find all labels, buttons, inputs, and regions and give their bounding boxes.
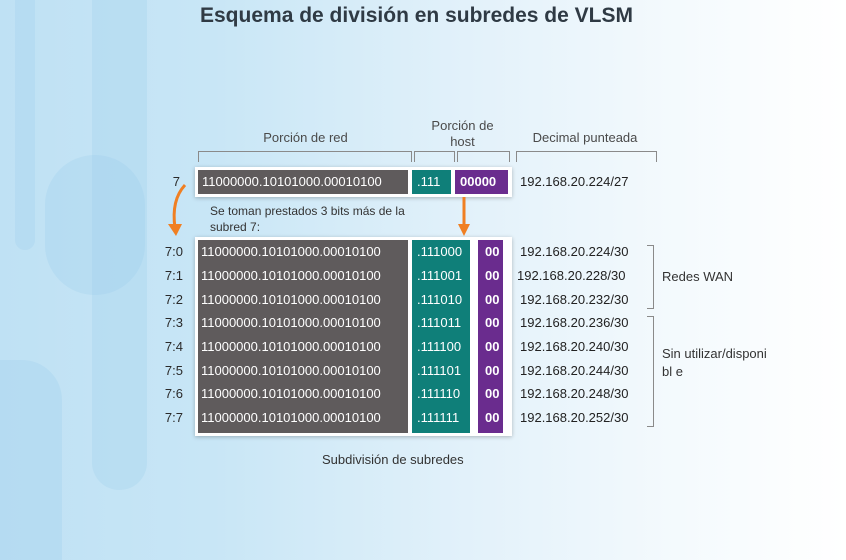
subnet-label: 7:0 [164, 244, 183, 259]
subnet-bits: 00 [485, 292, 500, 307]
original-dotted-decimal: 192.168.20.224/27 [520, 174, 629, 189]
bracket-decimal [516, 151, 657, 162]
subnet-host-bits: .111100 [417, 339, 462, 354]
subnet-host-bits: .111011 [417, 315, 462, 330]
subnet-bits: 00 [485, 268, 500, 283]
subnet-dotted-decimal: 192.168.20.248/30 [520, 386, 629, 401]
subnet-dotted-decimal: 192.168.20.232/30 [520, 292, 629, 307]
bracket-host [414, 151, 455, 162]
subnet-label: 7:2 [164, 292, 183, 307]
group-label-wan: Redes WAN [662, 269, 734, 284]
original-network-bits: 11000000.10101000.00010100 [198, 170, 408, 194]
subnet-bits: 00 [485, 410, 500, 425]
subnet-network-bits: 11000000.10101000.00010100 [201, 315, 381, 330]
subnet-bits: 00 [485, 386, 500, 401]
original-subnet-label: 7 [172, 174, 180, 189]
bracket-unused [647, 316, 654, 427]
subnet-host-bits: .111010 [417, 292, 463, 307]
subnet-label: 7:1 [164, 268, 183, 283]
borrow-bits-note: Se toman prestados 3 bits más de la subr… [210, 204, 405, 234]
group-label-unused: Sin utilizar/disponibl e [662, 346, 767, 379]
subnet-dotted-decimal: 192.168.20.240/30 [520, 339, 629, 354]
subnet-dotted-decimal: 192.168.20.224/30 [520, 244, 629, 259]
subnet-network-bits: 11000000.10101000.00010100 [201, 268, 381, 283]
subnet-network-bits: 11000000.10101000.00010100 [201, 410, 381, 425]
header-host-portion: Porción de host [431, 118, 494, 149]
bracket-network [198, 151, 412, 162]
bracket-subnet [457, 151, 510, 162]
subnet-label: 7:4 [164, 339, 183, 354]
subnet-label: 7:5 [164, 363, 183, 378]
bracket-wan [647, 245, 654, 309]
background-shape [45, 155, 145, 295]
subnet-host-bits: .111001 [417, 268, 463, 283]
subnets-subnet-block [478, 240, 503, 433]
original-address-card: 11000000.10101000.00010100 .111 00000 [195, 167, 512, 197]
page-title: Esquema de división en subredes de VLSM [200, 4, 633, 27]
curved-arrow-icon [168, 183, 187, 236]
header-dotted-decimal: Decimal punteada [532, 130, 638, 145]
subnets-card [195, 237, 512, 436]
subnet-bits: 00 [485, 315, 500, 330]
subnet-host-bits: .111000 [417, 244, 463, 259]
subnet-host-bits: .111111 [417, 410, 460, 425]
subnet-network-bits: 11000000.10101000.00010100 [201, 244, 381, 259]
subnet-bits: 00 [485, 339, 500, 354]
subnet-host-bits: .111101 [417, 363, 462, 378]
subnet-label: 7:6 [164, 386, 183, 401]
subnets-network-block [198, 240, 408, 433]
subnet-network-bits: 11000000.10101000.00010100 [201, 386, 381, 401]
subnet-bits: 00 [485, 244, 500, 259]
original-host-bits: .111 [412, 170, 451, 194]
subnet-dotted-decimal: 192.168.20.244/30 [520, 363, 629, 378]
subnet-network-bits: 11000000.10101000.00010100 [201, 339, 381, 354]
subnet-network-bits: 11000000.10101000.00010100 [201, 292, 381, 307]
subnet-label: 7:3 [164, 315, 183, 330]
diagram-caption: Subdivisión de subredes [322, 452, 464, 467]
original-subnet-bits: 00000 [455, 170, 508, 194]
background-shape [15, 0, 35, 250]
background-shape [92, 0, 147, 490]
subnet-dotted-decimal: 192.168.20.228/30 [517, 268, 626, 283]
subnet-label: 7:7 [164, 410, 183, 425]
down-arrow-icon [458, 197, 470, 236]
subnets-host-block [412, 240, 470, 433]
subnet-bits: 00 [485, 363, 500, 378]
header-network-portion: Porción de red [263, 130, 348, 145]
subnet-dotted-decimal: 192.168.20.236/30 [520, 315, 629, 330]
subnet-host-bits: .111110 [417, 386, 461, 401]
background-shape [0, 360, 62, 560]
subnet-dotted-decimal: 192.168.20.252/30 [520, 410, 629, 425]
subnet-network-bits: 11000000.10101000.00010100 [201, 363, 381, 378]
